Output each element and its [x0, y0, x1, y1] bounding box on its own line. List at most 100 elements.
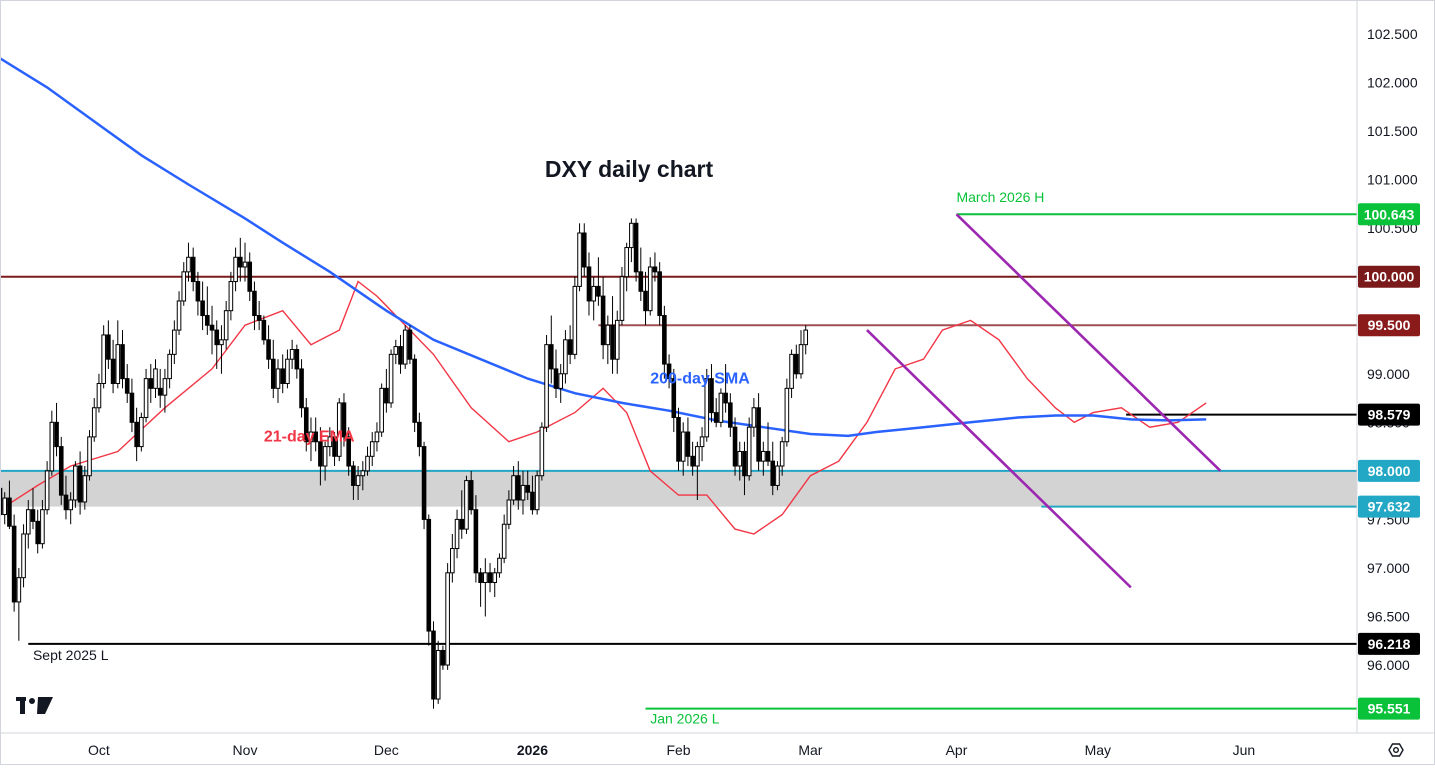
candle-body: [252, 290, 257, 317]
candle-body: [318, 441, 323, 467]
candle-body: [558, 373, 564, 389]
candle: [426, 514, 432, 646]
candle: [558, 364, 564, 403]
ema-21-line: [0, 280, 1207, 535]
candle: [101, 325, 106, 389]
candle: [205, 286, 210, 335]
candle: [478, 567, 483, 607]
candle-body: [261, 319, 267, 341]
price-tag-96.218: 96.218: [1358, 632, 1420, 655]
candle-body: [577, 232, 582, 287]
candle-body: [398, 346, 403, 365]
settings-icon[interactable]: [1388, 743, 1404, 757]
candle: [581, 223, 587, 277]
candle-body: [445, 572, 450, 666]
candle: [643, 271, 648, 326]
candle-body: [360, 470, 366, 477]
candle: [563, 330, 568, 384]
candle: [567, 325, 573, 365]
candle: [761, 441, 766, 476]
candle: [228, 271, 234, 321]
candle-body: [247, 261, 253, 292]
candle: [591, 276, 596, 321]
candle-body: [431, 630, 436, 700]
candle-body: [699, 436, 705, 448]
candle-body: [275, 368, 281, 389]
candle-body: [732, 426, 738, 467]
candle-body: [619, 276, 625, 321]
candle-body: [110, 358, 116, 384]
candle: [365, 446, 370, 476]
candle-body: [181, 271, 187, 302]
price-tag-label: 98.000: [1368, 463, 1411, 479]
candle-body: [228, 281, 234, 312]
candle: [704, 368, 710, 442]
candle-body: [242, 261, 248, 268]
candle: [35, 509, 40, 554]
candle: [723, 364, 728, 413]
chart-title: DXY daily chart: [545, 156, 714, 182]
candle-body: [172, 329, 177, 355]
annotation-jan-2026-l: Jan 2026 L: [650, 710, 719, 726]
candle-body: [515, 475, 521, 501]
x-tick-label: Dec: [374, 742, 399, 758]
candle: [770, 441, 776, 496]
candle-body: [153, 368, 158, 389]
candle-body: [421, 446, 427, 520]
candle-body: [572, 285, 578, 355]
candle: [412, 354, 417, 433]
candle: [520, 470, 526, 515]
candle-body: [793, 353, 799, 375]
candle: [421, 441, 427, 530]
candle: [96, 373, 102, 413]
candle: [577, 223, 582, 292]
candle-body: [200, 300, 205, 317]
candle: [294, 344, 300, 379]
candle: [633, 218, 639, 282]
candle: [247, 252, 253, 301]
candle: [600, 276, 606, 360]
candle-body: [478, 572, 483, 584]
candle-body: [643, 290, 648, 312]
candle: [798, 330, 804, 379]
candle-body: [765, 450, 771, 462]
y-tick-label: 97.000: [1367, 560, 1410, 576]
candle: [553, 349, 559, 399]
candle: [21, 524, 26, 588]
candle-body: [233, 256, 238, 283]
candle: [619, 266, 625, 326]
candle-body: [58, 446, 64, 496]
y-tick-label: 101.000: [1367, 172, 1418, 188]
candle-body: [746, 426, 752, 477]
candle: [440, 645, 446, 670]
candle: [473, 495, 479, 583]
candle: [124, 364, 130, 403]
candle: [459, 490, 465, 539]
y-tick-label: 99.000: [1367, 366, 1410, 382]
candle-body: [784, 387, 790, 443]
candle: [256, 300, 262, 331]
price-tag-98.579: 98.579: [1358, 403, 1420, 426]
candle-body: [407, 329, 413, 360]
candle: [407, 325, 413, 365]
candle-body: [157, 387, 163, 396]
price-tag-bg: [1358, 495, 1420, 518]
candle-body: [662, 315, 667, 365]
x-axis-ticks[interactable]: Oct Nov Dec 2026 Feb Mar Apr May Jun: [88, 742, 1255, 758]
candle: [270, 339, 276, 399]
candle: [435, 640, 441, 704]
candle: [610, 296, 615, 374]
candle-body: [483, 572, 488, 584]
candle-body: [803, 329, 809, 346]
candle: [68, 492, 73, 525]
candle: [54, 402, 59, 457]
price-tag-bg: [1358, 459, 1420, 482]
candle: [139, 412, 144, 452]
candle-body: [21, 533, 26, 579]
candle-body: [633, 222, 639, 273]
candle-body: [723, 392, 728, 404]
candle: [219, 325, 224, 374]
tradingview-logo[interactable]: [16, 697, 53, 714]
